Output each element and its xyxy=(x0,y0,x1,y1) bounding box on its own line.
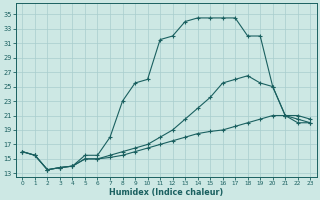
X-axis label: Humidex (Indice chaleur): Humidex (Indice chaleur) xyxy=(109,188,223,197)
